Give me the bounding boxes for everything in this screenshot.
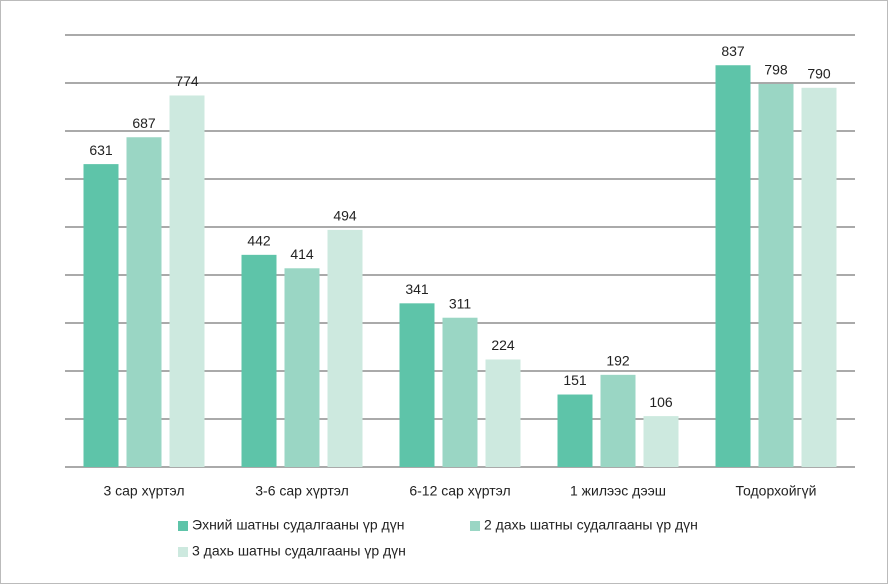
value-label: 494 (333, 208, 357, 224)
legend-label: 2 дахь шатны судалгааны үр дүн (484, 517, 698, 533)
value-label: 837 (721, 43, 745, 59)
bar (284, 268, 320, 467)
legend-label: Эхний шатны судалгааны үр дүн (192, 517, 404, 533)
bar (241, 254, 277, 467)
x-tick-label: 3 сар хүртэл (103, 483, 184, 499)
x-tick-label: 6-12 сар хүртэл (409, 483, 510, 499)
bar (600, 374, 636, 467)
x-tick-label: 1 жилээс дээш (570, 483, 666, 499)
value-label: 798 (764, 62, 788, 78)
legend-swatch (178, 547, 188, 557)
bar (801, 87, 837, 468)
legend-swatch (178, 521, 188, 531)
bar (643, 416, 679, 467)
bar (557, 394, 593, 467)
value-label: 442 (247, 233, 271, 249)
bar (715, 65, 751, 468)
bar (83, 164, 119, 467)
bar (758, 83, 794, 468)
value-label: 774 (175, 73, 199, 89)
value-label: 341 (405, 281, 429, 297)
value-label: 687 (132, 115, 156, 131)
legend-swatch (470, 521, 480, 531)
bar (399, 303, 435, 467)
value-label: 151 (563, 372, 587, 388)
value-label: 790 (807, 66, 831, 82)
x-tick-label: Тодорхойгүй (736, 483, 817, 499)
bar (327, 229, 363, 467)
value-label: 106 (649, 394, 673, 410)
x-tick-label: 3-6 сар хүртэл (255, 483, 348, 499)
value-label: 631 (89, 142, 113, 158)
bar (485, 359, 521, 467)
bar (442, 317, 478, 467)
legend-label: 3 дахь шатны судалгааны үр дүн (192, 543, 406, 559)
value-label: 311 (449, 295, 472, 311)
value-label: 192 (606, 353, 630, 369)
value-label: 414 (290, 246, 314, 262)
bar (169, 95, 205, 467)
bar (126, 137, 162, 468)
value-label: 224 (491, 337, 515, 353)
